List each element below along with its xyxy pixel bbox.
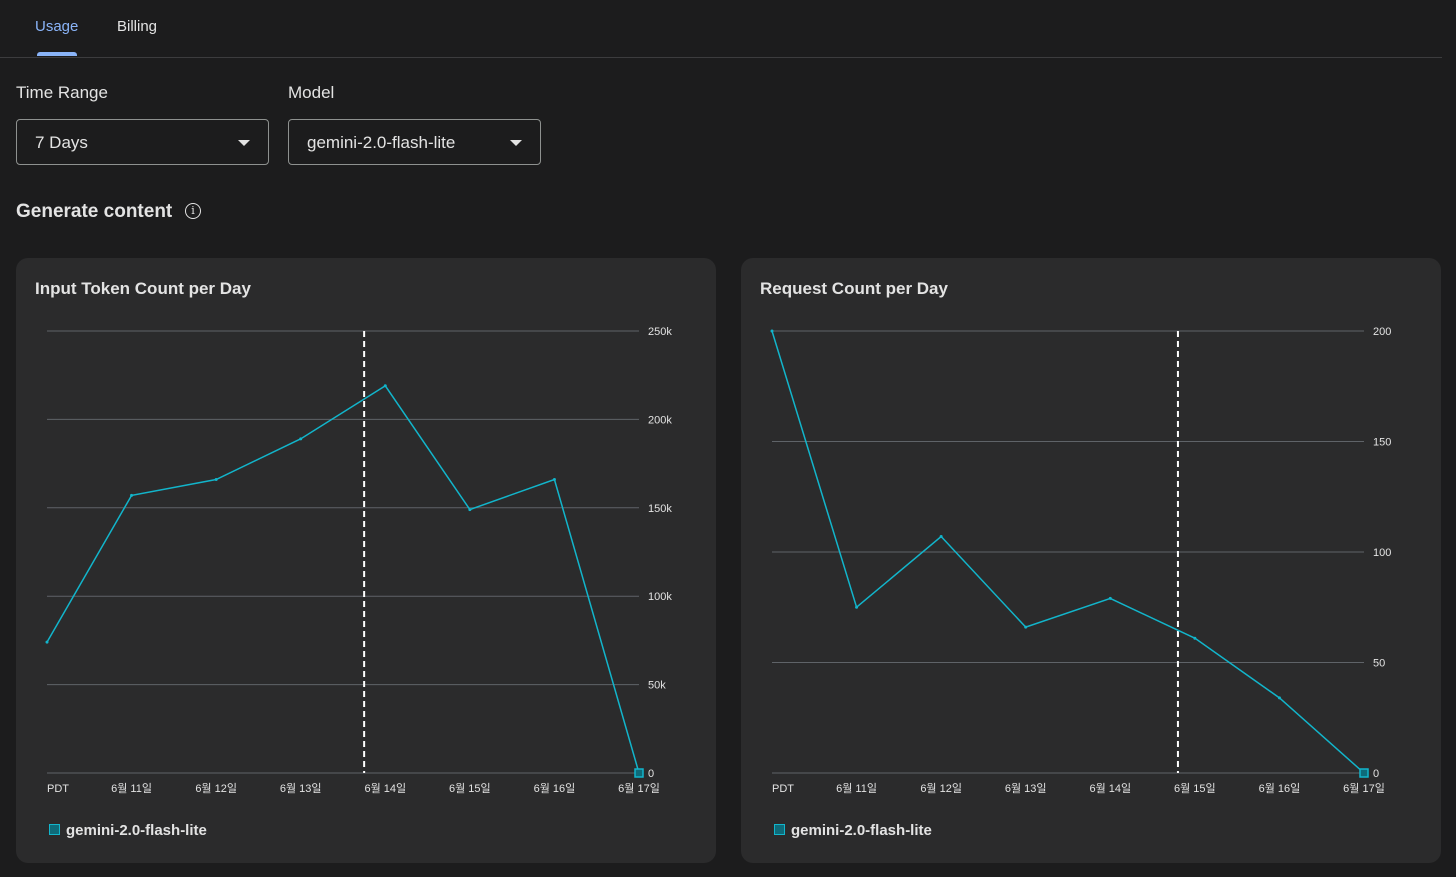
- data-point: [214, 478, 218, 482]
- series-line: [771, 330, 1365, 774]
- chart-legend[interactable]: gemini-2.0-flash-lite: [774, 822, 932, 839]
- model-value: gemini-2.0-flash-lite: [307, 133, 456, 152]
- data-point: [770, 329, 774, 333]
- x-tick-label: 6월 15일: [1174, 781, 1216, 795]
- legend-swatch: [49, 824, 60, 836]
- y-tick-label: 200k: [648, 414, 672, 426]
- x-tick-label: 6월 17일: [1343, 781, 1385, 795]
- y-tick-label: 100k: [648, 591, 672, 603]
- chart-card-input-tokens: Input Token Count per Day 250k 200k 150k 10…: [16, 258, 716, 863]
- chart-title: Request Count per Day: [760, 279, 948, 298]
- x-tick-label: 6월 13일: [280, 781, 322, 795]
- section-title: Generate content: [16, 201, 173, 222]
- x-tick-label: 6월 12일: [920, 781, 962, 795]
- model-select[interactable]: gemini-2.0-flash-lite: [288, 119, 541, 165]
- tab-billing[interactable]: Billing: [117, 18, 158, 35]
- model-label: Model: [288, 83, 335, 102]
- x-tick-label: PDT: [47, 783, 69, 795]
- request-count-chart: 200 150 100 50 0 PDT 6월 11일 6월 12일 6월 13일 6월 14일 6…: [770, 326, 1391, 795]
- data-point: [1277, 696, 1281, 700]
- x-tick-label: 6월 17일: [618, 781, 660, 795]
- tab-usage[interactable]: Usage: [35, 18, 79, 35]
- data-point: [383, 384, 387, 388]
- dropdown-arrow-icon: [238, 140, 250, 146]
- y-tick-label: 0: [648, 768, 654, 780]
- x-tick-label: 6월 15일: [449, 781, 491, 795]
- legend-swatch: [774, 824, 785, 836]
- y-tick-label: 250k: [648, 326, 672, 338]
- data-point: [130, 493, 134, 497]
- active-tab-indicator: [37, 52, 77, 56]
- y-tick-label: 0: [1373, 768, 1379, 780]
- data-point: [1193, 636, 1197, 640]
- data-point: [1024, 625, 1028, 629]
- chart-title: Input Token Count per Day: [35, 279, 251, 298]
- x-tick-label: PDT: [772, 783, 794, 795]
- x-tick-label: 6월 11일: [836, 781, 877, 795]
- data-point: [552, 478, 556, 482]
- series-line: [46, 384, 640, 774]
- legend-label: gemini-2.0-flash-lite: [791, 822, 932, 839]
- x-tick-label: 6월 16일: [534, 781, 576, 795]
- x-tick-label: 6월 14일: [1089, 781, 1131, 795]
- end-point-marker: [1359, 768, 1369, 778]
- x-tick-label: 6월 11일: [111, 781, 152, 795]
- data-point: [939, 535, 943, 539]
- y-tick-label: 150: [1373, 437, 1391, 449]
- y-tick-label: 50: [1373, 658, 1385, 670]
- time-range-label: Time Range: [16, 83, 108, 102]
- time-range-value: 7 Days: [35, 133, 88, 152]
- chart-legend[interactable]: gemini-2.0-flash-lite: [49, 822, 207, 839]
- y-tick-label: 150k: [648, 503, 672, 515]
- time-range-select[interactable]: 7 Days: [16, 119, 269, 165]
- x-tick-label: 6월 12일: [195, 781, 237, 795]
- y-tick-label: 50k: [648, 680, 666, 692]
- input-token-chart: 250k 200k 150k 100k 50k 0 PDT 6월 11일 6월 12일 6월 13…: [45, 326, 672, 795]
- y-tick-label: 100: [1373, 547, 1391, 559]
- data-point: [299, 437, 303, 441]
- chart-card-request-count: Request Count per Day 200 150 100 50 0 PDT 6월 …: [741, 258, 1441, 863]
- data-point: [468, 508, 472, 512]
- x-tick-label: 6월 14일: [364, 781, 406, 795]
- end-point-marker: [634, 768, 644, 778]
- tab-bar: Usage Billing: [0, 0, 1442, 58]
- dropdown-arrow-icon: [510, 140, 522, 146]
- data-point: [1108, 596, 1112, 600]
- x-tick-label: 6월 13일: [1005, 781, 1047, 795]
- x-tick-label: 6월 16일: [1259, 781, 1301, 795]
- legend-label: gemini-2.0-flash-lite: [66, 822, 207, 839]
- data-point: [45, 640, 49, 644]
- info-icon[interactable]: i: [185, 203, 201, 219]
- y-tick-label: 200: [1373, 326, 1391, 338]
- data-point: [855, 605, 859, 609]
